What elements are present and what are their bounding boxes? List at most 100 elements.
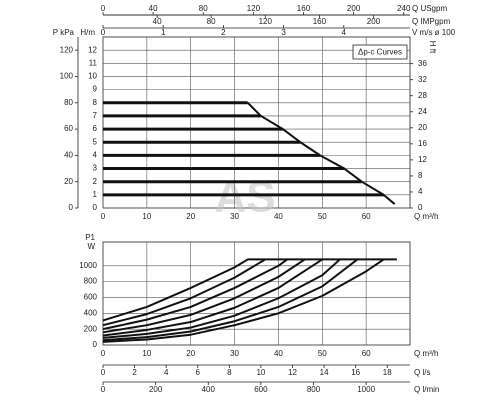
y-tick-label: 400 xyxy=(84,308,98,317)
kpa-tick-label: 40 xyxy=(64,150,73,159)
y-tick-label: 0 xyxy=(93,340,98,349)
velocity-tick-label: 2 xyxy=(221,28,226,37)
x-tick-label: 50 xyxy=(318,349,327,358)
y2-tick-label: 28 xyxy=(418,91,427,100)
usgpm-tick-label: 80 xyxy=(199,4,208,13)
lps-tick-label: 0 xyxy=(101,368,106,377)
y2-axis-label: H ft xyxy=(428,41,437,54)
lpm-tick-label: 600 xyxy=(254,385,268,394)
lpm-tick-label: 0 xyxy=(101,385,106,394)
curve xyxy=(102,258,358,342)
x-tick-label: 60 xyxy=(362,349,371,358)
y-tick-label: 600 xyxy=(84,293,98,302)
x-axis-label: Q m³/h xyxy=(414,212,438,221)
y-tick-label: 1 xyxy=(93,190,98,199)
y-tick-label: 10 xyxy=(88,72,97,81)
usgpm-tick-label: 120 xyxy=(247,4,261,13)
y-tick-label: 11 xyxy=(89,58,98,67)
y2-tick-label: 12 xyxy=(418,155,427,164)
impgpm-tick-label: 160 xyxy=(313,17,327,26)
usgpm-tick-label: 160 xyxy=(297,4,311,13)
y-tick-label: 800 xyxy=(84,277,98,286)
y-tick-label: 7 xyxy=(93,111,98,120)
y2-tick-label: 20 xyxy=(418,123,427,132)
lpm-tick-label: 800 xyxy=(307,385,321,394)
lpm-tick-label: 1000 xyxy=(357,385,375,394)
curve xyxy=(102,258,323,337)
x-tick-label: 40 xyxy=(274,212,283,221)
x-tick-label: 0 xyxy=(101,349,106,358)
usgpm-axis-label: Q USgpm xyxy=(412,4,447,13)
curve xyxy=(102,258,306,334)
lps-tick-label: 10 xyxy=(256,368,265,377)
watermark: AS xyxy=(214,173,275,222)
kpa-tick-label: 100 xyxy=(60,72,74,81)
kpa-tick-label: 20 xyxy=(64,177,73,186)
usgpm-tick-label: 240 xyxy=(397,4,411,13)
usgpm-tick-label: 200 xyxy=(347,4,361,13)
y2-tick-label: 16 xyxy=(418,139,427,148)
x-tick-label: 20 xyxy=(186,349,195,358)
x-tick-label: 30 xyxy=(230,212,239,221)
impgpm-axis-label: Q IMPgpm xyxy=(412,17,451,26)
lps-tick-label: 14 xyxy=(320,368,329,377)
y-axis-unit: W xyxy=(87,242,95,251)
kpa-tick-label: 80 xyxy=(64,98,73,107)
y-tick-label: 12 xyxy=(88,45,97,54)
impgpm-tick-label: 200 xyxy=(367,17,381,26)
lps-tick-label: 8 xyxy=(227,368,232,377)
usgpm-tick-label: 40 xyxy=(149,4,158,13)
y-tick-label: 0 xyxy=(93,203,98,212)
velocity-tick-label: 3 xyxy=(281,28,286,37)
velocity-axis-label: V m/s ø 100 xyxy=(412,28,456,37)
y2-tick-label: 24 xyxy=(418,107,427,116)
y-tick-label: 1000 xyxy=(79,261,97,270)
x-tick-label: 20 xyxy=(186,212,195,221)
x-axis-label: Q m³/h xyxy=(414,349,438,358)
y2-tick-label: 32 xyxy=(418,75,427,84)
legend-title: Δp-c Curves xyxy=(358,48,402,57)
x-tick-label: 60 xyxy=(362,212,371,221)
lpm-axis-label: Q l/min xyxy=(414,385,439,394)
lps-axis-label: Q l/s xyxy=(414,368,430,377)
x-tick-label: 0 xyxy=(101,212,106,221)
lps-tick-label: 4 xyxy=(164,368,169,377)
curve xyxy=(102,258,397,322)
y-tick-label: 5 xyxy=(93,137,98,146)
curve xyxy=(247,102,396,205)
x-tick-label: 50 xyxy=(318,212,327,221)
curve xyxy=(102,258,385,343)
velocity-tick-label: 0 xyxy=(101,28,106,37)
curve xyxy=(102,258,288,331)
y-tick-label: 200 xyxy=(84,324,98,333)
y-tick-label: 2 xyxy=(93,177,98,186)
lps-tick-label: 16 xyxy=(351,368,360,377)
y-tick-label: 8 xyxy=(93,98,98,107)
x-tick-label: 10 xyxy=(142,212,151,221)
velocity-tick-label: 1 xyxy=(161,28,166,37)
lpm-tick-label: 200 xyxy=(149,385,163,394)
curve xyxy=(102,258,266,327)
x-tick-label: 30 xyxy=(230,349,239,358)
kpa-tick-label: 120 xyxy=(60,45,74,54)
x-tick-label: 10 xyxy=(142,349,151,358)
lps-tick-label: 6 xyxy=(196,368,201,377)
lps-tick-label: 12 xyxy=(288,368,297,377)
y2-tick-label: 8 xyxy=(418,171,423,180)
lpm-tick-label: 400 xyxy=(202,385,216,394)
usgpm-tick-label: 0 xyxy=(101,4,106,13)
lps-tick-label: 18 xyxy=(383,368,392,377)
x-tick-label: 40 xyxy=(274,349,283,358)
kpa-tick-label: 60 xyxy=(64,124,73,133)
impgpm-tick-label: 120 xyxy=(259,17,273,26)
velocity-tick-label: 4 xyxy=(342,28,347,37)
y2-tick-label: 0 xyxy=(418,203,423,212)
y-tick-label: 9 xyxy=(93,85,98,94)
kpa-tick-label: 0 xyxy=(69,203,74,212)
impgpm-tick-label: 40 xyxy=(153,17,162,26)
kpa-axis-label: P kPa xyxy=(53,28,75,37)
legend-box xyxy=(352,44,408,60)
curve xyxy=(102,258,341,339)
y-tick-label: 4 xyxy=(93,150,98,159)
lps-tick-label: 2 xyxy=(132,368,137,377)
